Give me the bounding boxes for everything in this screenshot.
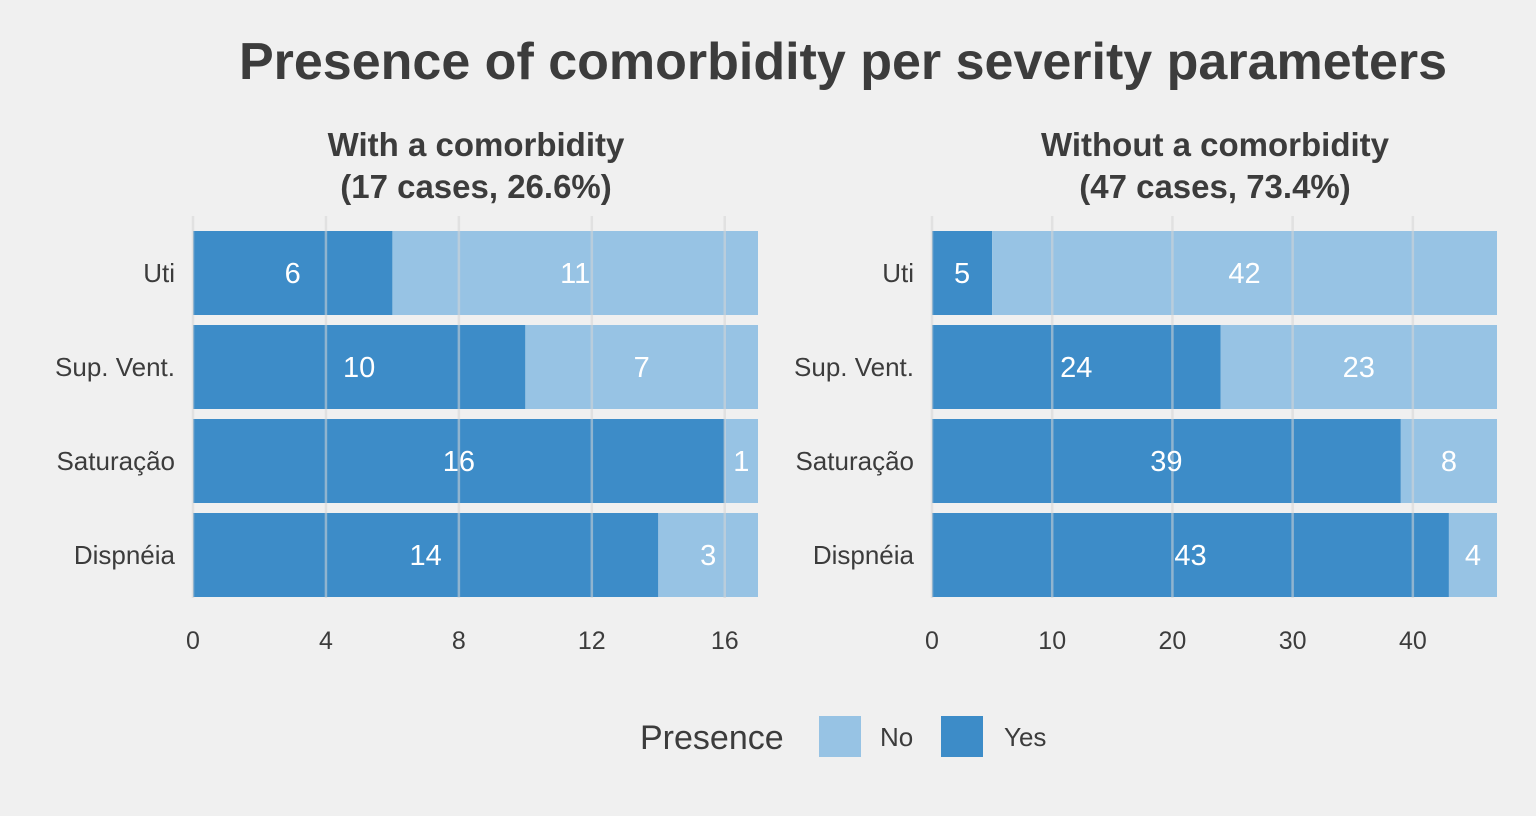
bar-value-label: 8 — [1441, 446, 1457, 478]
bar-no — [658, 513, 758, 597]
legend-label-yes: Yes — [1004, 722, 1046, 752]
bar-value-label: 4 — [1465, 540, 1481, 572]
bar-yes — [193, 513, 659, 597]
panel-title-line2: (47 cases, 73.4%) — [1079, 168, 1351, 205]
tick-label: 30 — [1279, 627, 1307, 655]
tick-label: 10 — [1038, 627, 1066, 655]
category-label: Sup. Vent. — [794, 352, 914, 382]
category-label: Uti — [882, 258, 914, 288]
bar-yes — [932, 419, 1401, 503]
panel-title-line1: With a comorbidity — [328, 126, 625, 163]
bar-no — [1400, 419, 1497, 503]
bar-no — [1220, 325, 1497, 409]
category-label: Uti — [143, 258, 175, 288]
tick-label: 16 — [711, 627, 739, 655]
legend-title: Presence — [640, 719, 784, 757]
bar-value-label: 7 — [634, 352, 650, 384]
bar-value-label: 6 — [285, 258, 301, 290]
bar-no — [724, 419, 758, 503]
tick-label: 0 — [186, 627, 200, 655]
bar-value-label: 10 — [343, 352, 375, 384]
bar-yes — [932, 513, 1449, 597]
bars — [932, 231, 1497, 597]
panel-without-comorbidity: Without a comorbidity (47 cases, 73.4%) … — [794, 126, 1497, 655]
tick-label: 20 — [1159, 627, 1187, 655]
legend-swatch-no — [819, 716, 861, 757]
bar-value-label: 14 — [410, 540, 442, 572]
tick-label: 12 — [578, 627, 606, 655]
category-label: Sup. Vent. — [55, 352, 175, 382]
bar-value-label: 43 — [1174, 540, 1206, 572]
bar-no — [1448, 513, 1497, 597]
bar-value-label: 11 — [560, 258, 590, 290]
legend: Presence No Yes — [640, 716, 1046, 757]
bar-value-label: 24 — [1060, 352, 1092, 384]
gridlines — [191, 216, 727, 598]
category-label: Saturação — [795, 446, 914, 476]
gridlines — [930, 216, 1415, 598]
chart-title: Presence of comorbidity per severity par… — [239, 33, 1447, 91]
panel-title-line2: (17 cases, 26.6%) — [340, 168, 612, 205]
tick-label: 0 — [925, 627, 939, 655]
bar-value-label: 1 — [733, 446, 749, 478]
bar-yes — [193, 231, 393, 315]
category-label: Dispnéia — [813, 540, 915, 570]
legend-label-no: No — [880, 722, 913, 752]
legend-swatch-yes — [941, 716, 983, 757]
panel-with-comorbidity: With a comorbidity (17 cases, 26.6%) 6 11… — [55, 126, 758, 655]
bar-no — [392, 231, 758, 315]
bar-no — [525, 325, 758, 409]
bar-value-label: 39 — [1150, 446, 1182, 478]
labels: 5 42 Uti 24 23 Sup. Vent. 39 8 Saturação 43 4 Dispn… — [794, 258, 1481, 655]
category-label: Saturação — [56, 446, 175, 476]
bar-value-label: 42 — [1228, 258, 1260, 290]
tick-label: 4 — [319, 627, 333, 655]
category-label: Dispnéia — [74, 540, 176, 570]
bar-value-label: 5 — [954, 258, 970, 290]
bar-yes — [193, 325, 526, 409]
bar-yes — [932, 231, 993, 315]
bar-value-label: 23 — [1343, 352, 1375, 384]
bar-value-label: 3 — [700, 540, 716, 572]
labels: 6 11 Uti 10 7 Sup. Vent. 16 1 Saturação 14 3 Dispné… — [55, 258, 749, 655]
bars — [193, 231, 758, 597]
tick-label: 40 — [1399, 627, 1427, 655]
bar-value-label: 16 — [443, 446, 475, 478]
panel-title-line1: Without a comorbidity — [1041, 126, 1390, 163]
tick-label: 8 — [452, 627, 466, 655]
